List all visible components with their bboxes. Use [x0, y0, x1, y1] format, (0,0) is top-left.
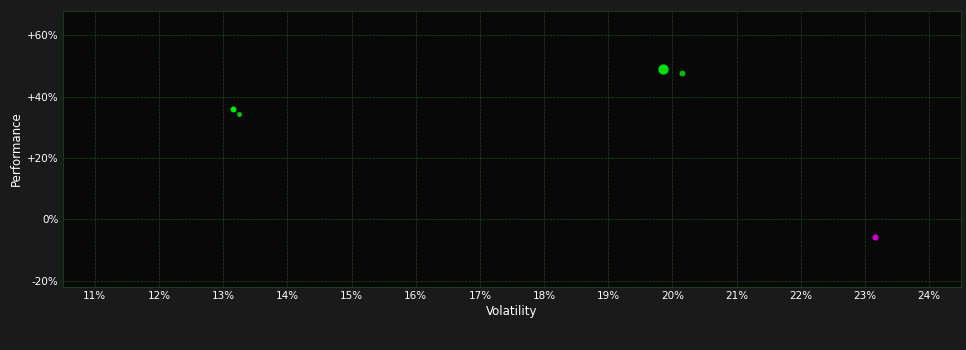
- Point: [655, 67, 670, 72]
- Point: [225, 107, 241, 112]
- Y-axis label: Performance: Performance: [10, 111, 23, 186]
- Point: [674, 70, 690, 76]
- Point: [232, 111, 247, 117]
- X-axis label: Volatility: Volatility: [486, 305, 538, 318]
- Point: [867, 234, 882, 240]
